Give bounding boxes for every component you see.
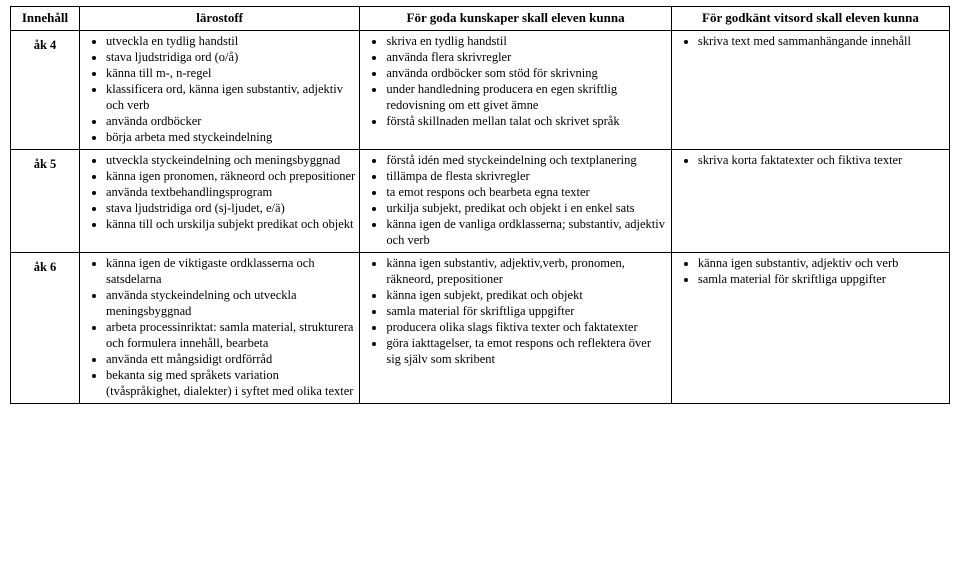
- list-item: känna igen subjekt, predikat och objekt: [386, 287, 667, 303]
- list-item: utveckla en tydlig handstil: [106, 33, 355, 49]
- header-goda: För goda kunskaper skall eleven kunna: [360, 7, 672, 31]
- curriculum-table: Innehåll lärostoff För goda kunskaper sk…: [10, 6, 950, 404]
- list-item: tillämpa de flesta skrivregler: [386, 168, 667, 184]
- larostoff-cell: utveckla styckeindelning och meningsbygg…: [79, 149, 359, 252]
- goda-cell: förstå idén med styckeindelning och text…: [360, 149, 672, 252]
- list-item: förstå idén med styckeindelning och text…: [386, 152, 667, 168]
- list-item: skriva text med sammanhängande innehåll: [698, 33, 945, 49]
- goda-list: känna igen substantiv, adjektiv,verb, pr…: [364, 255, 667, 367]
- list-item: använda ordböcker som stöd för skrivning: [386, 65, 667, 81]
- list-item: samla material för skriftliga uppgifter: [698, 271, 945, 287]
- larostoff-list: utveckla styckeindelning och meningsbygg…: [84, 152, 355, 232]
- list-item: känna till och urskilja subjekt predikat…: [106, 216, 355, 232]
- list-item: skriva korta faktatexter och fiktiva tex…: [698, 152, 945, 168]
- table-row: åk 4 utveckla en tydlig handstil stava l…: [11, 30, 950, 149]
- list-item: känna till m-, n-regel: [106, 65, 355, 81]
- list-item: använda textbehandlingsprogram: [106, 184, 355, 200]
- list-item: känna igen de viktigaste ordklasserna oc…: [106, 255, 355, 287]
- list-item: bekanta sig med språkets variation (tvås…: [106, 367, 355, 399]
- godkant-cell: skriva text med sammanhängande innehåll: [671, 30, 949, 149]
- godkant-list: känna igen substantiv, adjektiv och verb…: [676, 255, 945, 287]
- header-innehall: Innehåll: [11, 7, 80, 31]
- goda-list: skriva en tydlig handstil använda flera …: [364, 33, 667, 129]
- larostoff-list: utveckla en tydlig handstil stava ljudst…: [84, 33, 355, 145]
- grade-cell: åk 6: [11, 252, 80, 403]
- table-row: åk 5 utveckla styckeindelning och mening…: [11, 149, 950, 252]
- list-item: använda styckeindelning och utveckla men…: [106, 287, 355, 319]
- list-item: känna igen substantiv, adjektiv,verb, pr…: [386, 255, 667, 287]
- list-item: använda ordböcker: [106, 113, 355, 129]
- header-larostoff: lärostoff: [79, 7, 359, 31]
- list-item: utveckla styckeindelning och meningsbygg…: [106, 152, 355, 168]
- godkant-cell: skriva korta faktatexter och fiktiva tex…: [671, 149, 949, 252]
- list-item: under handledning producera en egen skri…: [386, 81, 667, 113]
- page: Innehåll lärostoff För goda kunskaper sk…: [0, 0, 960, 566]
- table-header-row: Innehåll lärostoff För goda kunskaper sk…: [11, 7, 950, 31]
- list-item: stava ljudstridiga ord (o/å): [106, 49, 355, 65]
- list-item: samla material för skriftliga uppgifter: [386, 303, 667, 319]
- godkant-list: skriva text med sammanhängande innehåll: [676, 33, 945, 49]
- list-item: börja arbeta med styckeindelning: [106, 129, 355, 145]
- list-item: känna igen pronomen, räkneord och prepos…: [106, 168, 355, 184]
- table-row: åk 6 känna igen de viktigaste ordklasser…: [11, 252, 950, 403]
- list-item: göra iakttagelser, ta emot respons och r…: [386, 335, 667, 367]
- list-item: ta emot respons och bearbeta egna texter: [386, 184, 667, 200]
- grade-cell: åk 4: [11, 30, 80, 149]
- godkant-cell: känna igen substantiv, adjektiv och verb…: [671, 252, 949, 403]
- list-item: klassificera ord, känna igen substantiv,…: [106, 81, 355, 113]
- list-item: urkilja subjekt, predikat och objekt i e…: [386, 200, 667, 216]
- list-item: producera olika slags fiktiva texter och…: [386, 319, 667, 335]
- godkant-list: skriva korta faktatexter och fiktiva tex…: [676, 152, 945, 168]
- goda-cell: känna igen substantiv, adjektiv,verb, pr…: [360, 252, 672, 403]
- header-godkant: För godkänt vitsord skall eleven kunna: [671, 7, 949, 31]
- list-item: förstå skillnaden mellan talat och skriv…: [386, 113, 667, 129]
- grade-cell: åk 5: [11, 149, 80, 252]
- goda-list: förstå idén med styckeindelning och text…: [364, 152, 667, 248]
- list-item: arbeta processinriktat: samla material, …: [106, 319, 355, 351]
- list-item: använda ett mångsidigt ordförråd: [106, 351, 355, 367]
- larostoff-list: känna igen de viktigaste ordklasserna oc…: [84, 255, 355, 399]
- larostoff-cell: känna igen de viktigaste ordklasserna oc…: [79, 252, 359, 403]
- list-item: känna igen substantiv, adjektiv och verb: [698, 255, 945, 271]
- goda-cell: skriva en tydlig handstil använda flera …: [360, 30, 672, 149]
- larostoff-cell: utveckla en tydlig handstil stava ljudst…: [79, 30, 359, 149]
- list-item: skriva en tydlig handstil: [386, 33, 667, 49]
- list-item: stava ljudstridiga ord (sj-ljudet, e/ä): [106, 200, 355, 216]
- list-item: använda flera skrivregler: [386, 49, 667, 65]
- list-item: känna igen de vanliga ordklasserna; subs…: [386, 216, 667, 248]
